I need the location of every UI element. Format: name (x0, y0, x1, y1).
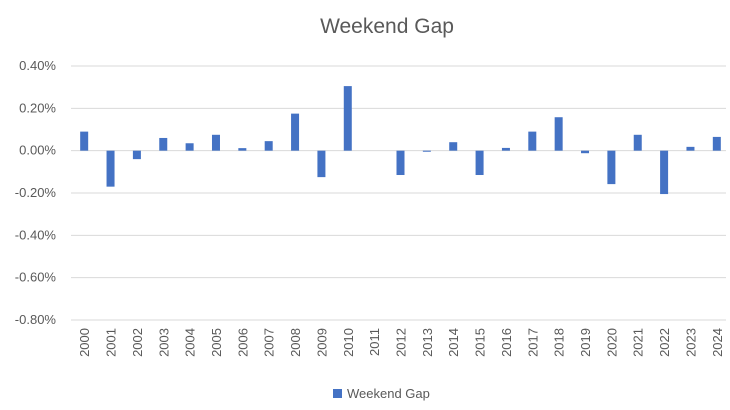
bar (396, 150, 405, 176)
bar (132, 150, 141, 160)
y-tick-label: -0.80% (15, 312, 57, 327)
bar (238, 148, 247, 151)
x-tick-label: 2008 (288, 328, 303, 357)
x-tick-label: 2020 (604, 328, 619, 357)
x-tick-label: 2004 (183, 328, 198, 357)
y-tick-label: -0.60% (15, 270, 57, 285)
bar (501, 147, 510, 151)
x-axis-ticks: 2000 2001 2002 2003 2004 2005 2006 2007 2008 2009… (77, 328, 725, 357)
x-tick-label: 2001 (104, 328, 119, 357)
bar (607, 150, 616, 185)
x-tick-label: 2010 (341, 328, 356, 357)
x-tick-label: 2015 (473, 328, 488, 357)
bar (343, 86, 352, 151)
x-tick-label: 2024 (710, 328, 725, 357)
bar (211, 134, 220, 151)
bar (712, 136, 721, 151)
y-tick-label: -0.40% (15, 227, 57, 242)
bar (449, 142, 458, 151)
legend: Weekend Gap (333, 386, 430, 401)
x-tick-label: 2021 (631, 328, 646, 357)
x-tick-label: 2007 (262, 328, 277, 357)
x-tick-label: 2014 (446, 328, 461, 357)
x-tick-label: 2006 (235, 328, 250, 357)
gridlines (71, 65, 726, 321)
x-tick-label: 2023 (683, 328, 698, 357)
x-tick-label: 2022 (657, 328, 672, 357)
x-tick-label: 2005 (209, 328, 224, 357)
x-tick-label: 2011 (367, 328, 382, 356)
bar (291, 113, 300, 151)
x-tick-label: 2009 (314, 328, 329, 357)
bar (317, 150, 326, 178)
bar (581, 150, 590, 154)
bar (686, 146, 695, 151)
legend-swatch (333, 389, 342, 398)
x-tick-label: 2003 (156, 328, 171, 357)
y-tick-label: -0.20% (15, 185, 57, 200)
x-tick-label: 2002 (130, 328, 145, 357)
bar (633, 134, 642, 151)
bar (106, 150, 115, 187)
x-tick-label: 2000 (77, 328, 92, 357)
y-axis-ticks: 0.40% 0.20% 0.00% -0.20% -0.40% -0.60% -0.80% (15, 58, 57, 327)
y-tick-label: 0.00% (19, 143, 56, 158)
bar (528, 131, 537, 151)
bar (159, 137, 168, 151)
bar (475, 150, 484, 176)
x-tick-label: 2017 (525, 328, 540, 357)
chart-title: Weekend Gap (320, 15, 454, 38)
x-tick-label: 2016 (499, 328, 514, 357)
y-tick-label: 0.20% (19, 100, 56, 115)
legend-label: Weekend Gap (347, 386, 430, 401)
bar (80, 131, 89, 151)
y-tick-label: 0.40% (19, 58, 56, 73)
bar (422, 150, 431, 152)
bar (660, 150, 669, 195)
bar (185, 143, 194, 151)
x-tick-label: 2018 (552, 328, 567, 357)
x-tick-label: 2019 (578, 328, 593, 357)
x-tick-label: 2013 (420, 328, 435, 357)
x-tick-label: 2012 (394, 328, 409, 357)
bar (554, 117, 563, 151)
bars (80, 86, 721, 195)
bar (264, 141, 273, 151)
